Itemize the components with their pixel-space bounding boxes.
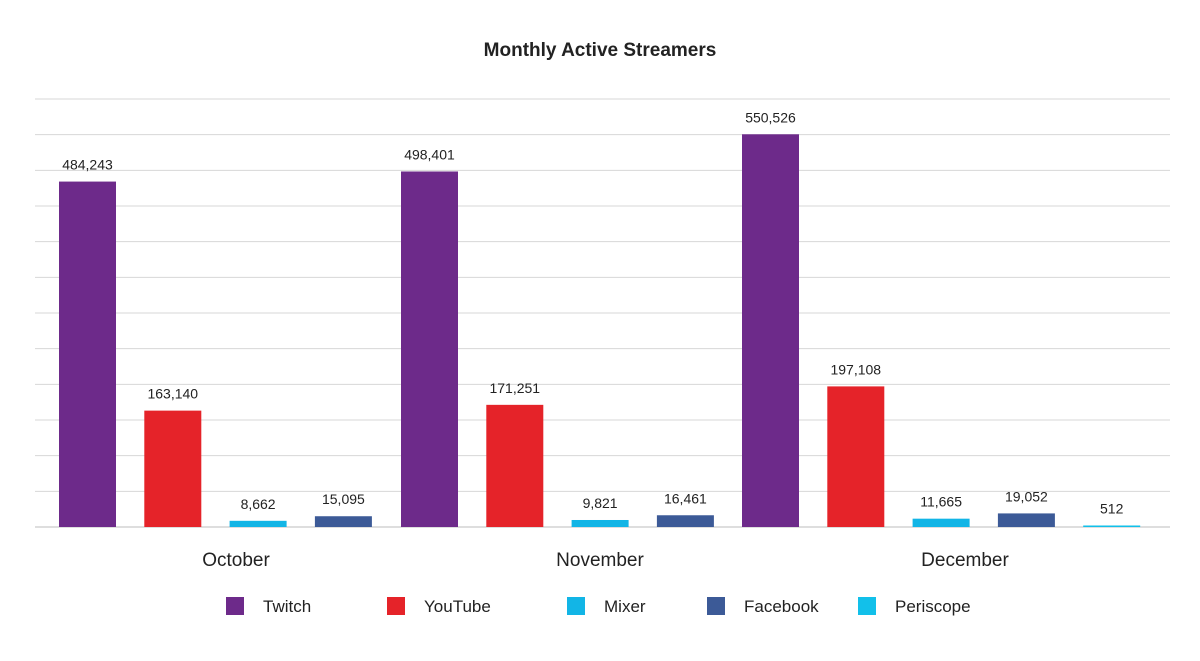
category-labels: October November December xyxy=(202,550,1009,571)
bars xyxy=(59,134,1141,528)
data-label: 16,461 xyxy=(664,490,707,506)
data-label: 512 xyxy=(1100,501,1124,517)
data-label: 197,108 xyxy=(830,361,881,377)
bar-facebook-october xyxy=(314,516,372,527)
legend-swatch-twitch xyxy=(226,597,244,615)
gridlines xyxy=(35,98,1170,528)
data-label: 19,052 xyxy=(1005,488,1048,504)
legend-label-periscope: Periscope xyxy=(895,597,971,616)
bar-youtube-october xyxy=(144,410,202,527)
bar-twitch-october xyxy=(59,181,116,527)
category-label: November xyxy=(556,550,644,571)
bar-youtube-december xyxy=(827,386,885,527)
category-label: October xyxy=(202,550,270,571)
chart-title: Monthly Active Streamers xyxy=(484,40,717,61)
legend-label-youtube: YouTube xyxy=(424,597,491,616)
legend-swatch-facebook xyxy=(707,597,725,615)
bar-facebook-november xyxy=(656,515,714,527)
category-label: December xyxy=(921,550,1009,571)
bar-mixer-october xyxy=(229,520,287,527)
bar-twitch-december xyxy=(742,134,799,528)
data-label: 8,662 xyxy=(241,496,276,512)
bar-periscope-december xyxy=(1083,525,1141,527)
bar-twitch-november xyxy=(401,171,458,528)
data-label: 11,665 xyxy=(920,494,962,510)
legend-label-twitch: Twitch xyxy=(263,597,311,616)
legend-swatch-mixer xyxy=(567,597,585,615)
legend-swatch-periscope xyxy=(858,597,876,615)
data-label: 550,526 xyxy=(745,109,796,125)
bar-facebook-december xyxy=(997,513,1055,527)
legend-label-facebook: Facebook xyxy=(744,597,819,616)
legend-label-mixer: Mixer xyxy=(604,597,646,616)
data-label: 163,140 xyxy=(147,386,198,402)
data-labels: 484,243 163,140 8,662 15,095 498,401 171,251 9… xyxy=(62,109,1123,516)
data-label: 171,251 xyxy=(489,380,540,396)
legend: Twitch YouTube Mixer Facebook Periscope xyxy=(226,597,971,616)
data-label: 498,401 xyxy=(404,146,455,162)
bar-youtube-november xyxy=(486,404,544,527)
data-label: 15,095 xyxy=(322,491,365,507)
data-label: 9,821 xyxy=(583,495,618,511)
bar-mixer-december xyxy=(912,518,970,527)
legend-swatch-youtube xyxy=(387,597,405,615)
data-label: 484,243 xyxy=(62,157,113,173)
bar-mixer-november xyxy=(571,519,629,527)
